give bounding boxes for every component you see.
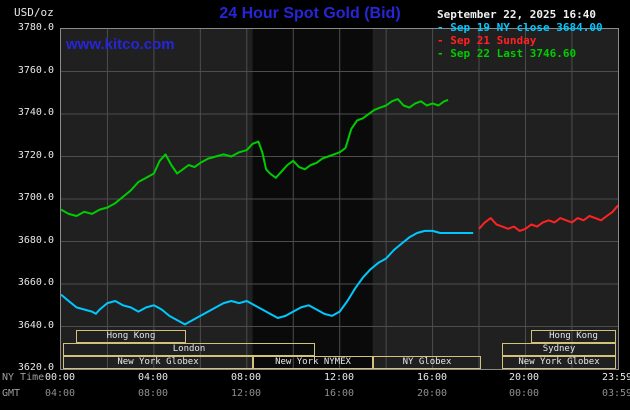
session-box-sydney: Sydney: [502, 343, 616, 356]
y-axis-unit-label: USD/oz: [14, 6, 54, 19]
y-tick-label: 3720.0: [17, 150, 54, 161]
legend-item-sep22-last: - Sep 22 Last 3746.60: [437, 47, 577, 60]
x-tick-ny-time: 08:00: [230, 372, 262, 383]
ny-time-row-label: NY Time: [2, 372, 45, 383]
x-tick-gmt: 00:00: [508, 388, 540, 399]
y-tick-label: 3680.0: [17, 235, 54, 246]
session-box-ny-globex: NY Globex: [373, 356, 481, 369]
x-axis-ny-time-row: NY Time 00:00 04:00 08:00 12:00 16:00 20:00 23…: [0, 372, 630, 385]
chart-datetime: September 22, 2025 16:40: [437, 8, 596, 21]
y-axis-tick-labels: 3780.0 3760.0 3740.0 3720.0 3700.0 3680.0 3660…: [0, 22, 56, 373]
x-tick-ny-time: 20:00: [508, 372, 540, 383]
x-tick-gmt: 04:00: [44, 388, 76, 399]
x-tick-ny-time: 00:00: [44, 372, 76, 383]
y-tick-label: 3640.0: [17, 320, 54, 331]
session-box-london: London: [63, 343, 315, 356]
x-tick-gmt: 12:00: [230, 388, 262, 399]
y-tick-label: 3740.0: [17, 107, 54, 118]
y-tick-label: 3760.0: [17, 65, 54, 76]
series-line-sep-19-ny-close: [61, 229, 474, 326]
legend-item-sep21-sunday: - Sep 21 Sunday: [437, 34, 537, 47]
session-box-new-york-globex: New York Globex: [63, 356, 253, 369]
session-box-hong-kong: Hong Kong: [76, 330, 186, 343]
price-chart-svg: [61, 29, 618, 369]
x-axis-gmt-row: GMT 04:00 08:00 12:00 16:00 20:00 00:00 03:59: [0, 388, 630, 401]
y-tick-label: 3780.0: [17, 22, 54, 33]
session-box-new-york-globex: New York Globex: [502, 356, 616, 369]
series-line-sep-21-sunday: [478, 204, 618, 232]
x-tick-ny-time: 23:59: [601, 372, 630, 383]
chart-info-block: September 22, 2025 16:40 - Sep 19 NY clo…: [437, 8, 603, 60]
y-tick-label: 3660.0: [17, 277, 54, 288]
x-tick-ny-time: 04:00: [137, 372, 169, 383]
series-line-sep-22: [61, 98, 449, 217]
session-box-hong-kong: Hong Kong: [531, 330, 616, 343]
x-tick-gmt: 16:00: [323, 388, 355, 399]
page-title: 24 Hour Spot Gold (Bid): [219, 5, 401, 22]
legend-item-sep19-close: - Sep 19 NY close 3684.00: [437, 21, 603, 34]
y-tick-label: 3700.0: [17, 192, 54, 203]
price-chart-plot-area: Hong Kong Hong Kong London Sydney New York G…: [60, 28, 619, 370]
x-tick-gmt: 03:59: [601, 388, 630, 399]
y-tick-label: 3620.0: [17, 362, 54, 373]
x-tick-ny-time: 12:00: [323, 372, 355, 383]
kitco-watermark-link[interactable]: www.kitco.com: [66, 36, 175, 53]
x-tick-gmt: 20:00: [416, 388, 448, 399]
gmt-row-label: GMT: [2, 388, 21, 399]
x-tick-gmt: 08:00: [137, 388, 169, 399]
session-box-new-york-nymex: New York NYMEX: [253, 356, 373, 369]
x-tick-ny-time: 16:00: [416, 372, 448, 383]
